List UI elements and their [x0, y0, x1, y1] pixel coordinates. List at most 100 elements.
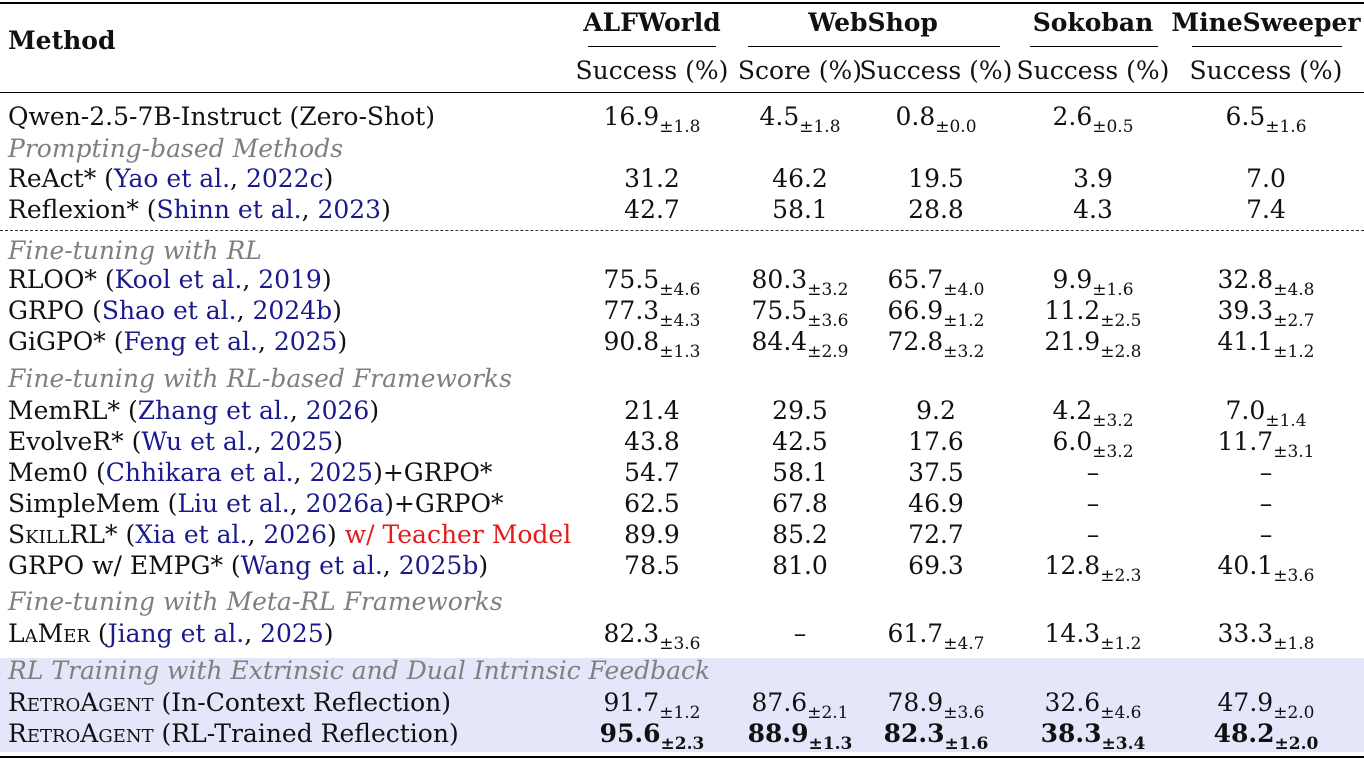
- value-cell: 46.2: [772, 164, 828, 193]
- citation-link[interactable]: Shinn et al.: [156, 195, 302, 224]
- citation-link[interactable]: Shao et al.: [101, 296, 237, 325]
- top-rule: [0, 2, 1364, 4]
- std-dev: ±4.8: [1273, 280, 1315, 300]
- value-cell: 21.4: [624, 396, 680, 425]
- value-cell: –: [1259, 520, 1273, 549]
- method-name: MemRL*: [8, 396, 121, 425]
- std-dev: ±1.3: [659, 342, 701, 362]
- value-cell: 6.0±3.2: [1052, 427, 1134, 462]
- value-cell: 77.3±4.3: [603, 296, 701, 331]
- value-cell: 43.8: [624, 427, 680, 456]
- citation-year-link[interactable]: 2024b: [252, 296, 333, 325]
- citation-year-link[interactable]: 2025: [273, 327, 338, 356]
- citation-year-link[interactable]: 2025b: [398, 551, 479, 580]
- value-cell: 6.5±1.6: [1225, 102, 1307, 137]
- value-cell: 2.6±0.5: [1052, 102, 1134, 137]
- citation-link[interactable]: Jiang et al.: [107, 619, 245, 648]
- citation-year-link[interactable]: 2025: [309, 458, 374, 487]
- citation-year-link[interactable]: 2026: [263, 520, 328, 549]
- citation-year-link[interactable]: 2023: [317, 195, 382, 224]
- value-cell: 66.9±1.2: [887, 296, 985, 331]
- std-dev: ±0.5: [1092, 117, 1134, 137]
- minesweeper-header: MineSweeper: [1171, 8, 1361, 37]
- method-name: ReAct*: [8, 164, 97, 193]
- citation-link[interactable]: Wang et al.: [240, 551, 383, 580]
- std-dev: ±1.3: [808, 734, 853, 754]
- alfworld-header: ALFWorld: [583, 8, 721, 37]
- cmidrule: [1192, 46, 1342, 47]
- method-name: RetroAgent: [8, 719, 154, 748]
- method-cell: Qwen-2.5-7B-Instruct (Zero-Shot): [8, 102, 435, 132]
- citation-year-link[interactable]: 2025: [260, 619, 324, 648]
- method-cell: ReAct* (Yao et al., 2022c): [8, 164, 334, 193]
- value-cell: 42.7: [624, 195, 680, 224]
- value-cell: –: [793, 619, 807, 648]
- std-dev: ±1.2: [659, 703, 701, 723]
- citation-year-link[interactable]: 2019: [258, 265, 322, 294]
- citation-link[interactable]: Yao et al.: [113, 164, 231, 193]
- method-cell: GRPO w/ EMPG* (Wang et al., 2025b): [8, 551, 489, 580]
- std-dev: ±3.2: [943, 342, 985, 362]
- value-cell: 90.8±1.3: [603, 327, 701, 362]
- value-cell: 48.2±2.0: [1213, 719, 1319, 754]
- std-dev: ±4.6: [1100, 703, 1142, 723]
- value-cell: 75.5±4.6: [603, 265, 701, 300]
- method-name: SkillRL*: [8, 520, 118, 549]
- citation-link[interactable]: Kool et al.: [114, 265, 243, 294]
- value-cell: 62.5: [624, 489, 680, 518]
- webshop-header: WebShop: [808, 8, 938, 37]
- method-header: Method: [8, 26, 116, 55]
- std-dev: ±2.7: [1273, 311, 1315, 331]
- citation-link[interactable]: Chhikara et al.: [105, 458, 294, 487]
- std-dev: ±1.2: [1100, 634, 1142, 654]
- citation-link[interactable]: Xia et al.: [135, 520, 248, 549]
- section-label: Fine-tuning with Meta-RL Frameworks: [8, 587, 503, 616]
- value-cell: 58.1: [772, 195, 828, 224]
- std-dev: ±2.9: [807, 342, 849, 362]
- value-cell: 21.9±2.8: [1044, 327, 1142, 362]
- value-cell: –: [1259, 489, 1273, 518]
- value-cell: 41.1±1.2: [1217, 327, 1315, 362]
- std-dev: ±2.8: [1100, 342, 1142, 362]
- citation-year-link[interactable]: 2025: [269, 427, 334, 456]
- value-cell: 47.9±2.0: [1217, 688, 1315, 723]
- section-label: Fine-tuning with RL-based Frameworks: [8, 364, 512, 393]
- value-cell: 69.3: [908, 551, 964, 580]
- value-cell: 88.9±1.3: [747, 719, 853, 754]
- value-cell: 84.4±2.9: [751, 327, 849, 362]
- value-cell: –: [1086, 520, 1100, 549]
- citation-link[interactable]: Feng et al.: [123, 327, 258, 356]
- value-cell: 91.7±1.2: [603, 688, 701, 723]
- subheader: Success (%): [1189, 56, 1343, 85]
- method-name: GRPO: [8, 296, 85, 325]
- value-cell: 29.5: [772, 396, 828, 425]
- citation-link[interactable]: Liu et al.: [177, 489, 290, 518]
- method-name: LaMer: [8, 619, 90, 648]
- value-cell: 39.3±2.7: [1217, 296, 1315, 331]
- citation-link[interactable]: Zhang et al.: [137, 396, 290, 425]
- method-cell: GiGPO* (Feng et al., 2025): [8, 327, 348, 356]
- sokoban-header: Sokoban: [1032, 8, 1154, 37]
- value-cell: 12.8±2.3: [1044, 551, 1142, 586]
- std-dev: ±2.3: [1100, 566, 1142, 586]
- std-dev: ±4.7: [943, 634, 985, 654]
- value-cell: 65.7±4.0: [887, 265, 985, 300]
- citation-year-link[interactable]: 2026a: [305, 489, 385, 518]
- method-cell: SkillRL* (Xia et al., 2026) w/ Teacher M…: [8, 520, 572, 549]
- subheader: Success (%): [575, 56, 729, 85]
- value-cell: 4.3: [1073, 195, 1113, 224]
- value-cell: 61.7±4.7: [887, 619, 985, 654]
- method-cell: RetroAgent (RL-Trained Reflection): [8, 719, 459, 748]
- method-cell: RetroAgent (In-Context Reflection): [8, 688, 451, 717]
- value-cell: 9.2: [916, 396, 956, 425]
- std-dev: ±1.6: [1265, 117, 1307, 137]
- citation-year-link[interactable]: 2026: [305, 396, 370, 425]
- std-dev: ±2.5: [1100, 311, 1142, 331]
- std-dev: ±4.0: [943, 280, 985, 300]
- value-cell: 85.2: [772, 520, 828, 549]
- citation-link[interactable]: Wu et al.: [141, 427, 254, 456]
- method-name: EvolveR*: [8, 427, 124, 456]
- citation-year-link[interactable]: 2022c: [245, 164, 324, 193]
- value-cell: –: [1086, 458, 1100, 487]
- value-cell: 67.8: [772, 489, 828, 518]
